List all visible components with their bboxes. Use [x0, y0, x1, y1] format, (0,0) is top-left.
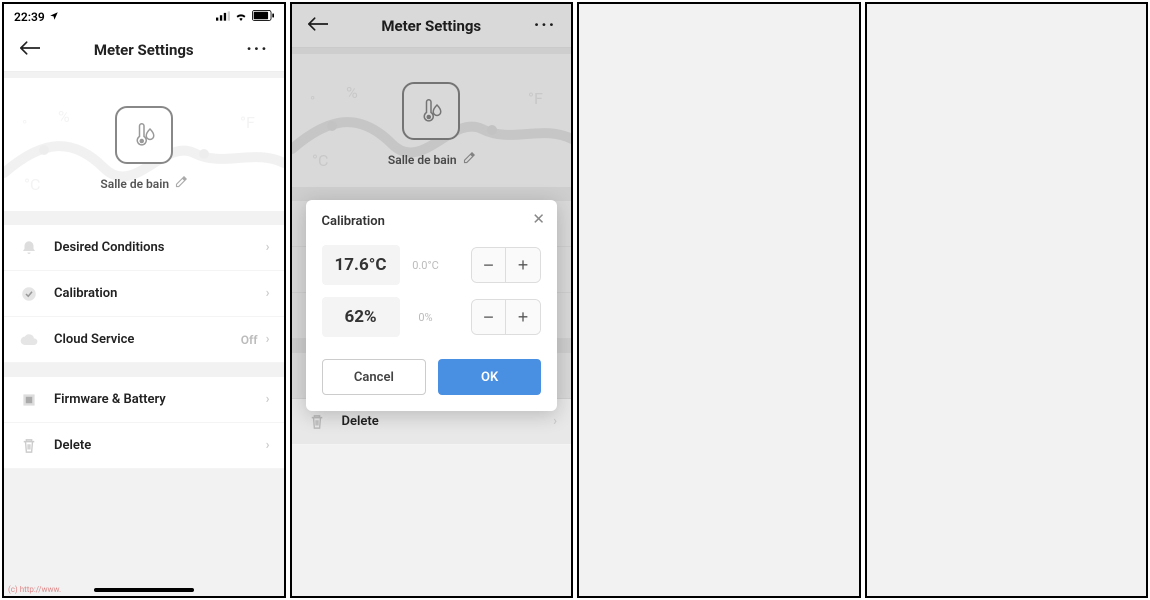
temp-increment[interactable]: +: [506, 248, 540, 282]
screen-2-calibration-modal: Meter Settings ··· ° % °F °C Salle de ba…: [290, 2, 574, 598]
signal-icon: [216, 10, 230, 24]
hum-offset: 0%: [410, 311, 442, 324]
hum-value: 62%: [322, 297, 400, 337]
chip-icon: [18, 389, 40, 411]
hum-decrement[interactable]: −: [472, 300, 506, 334]
close-icon[interactable]: ✕: [532, 210, 545, 228]
screen-1-settings: 22:39 Meter Settings ··· ° %: [2, 2, 286, 598]
more-button[interactable]: ···: [533, 15, 557, 36]
edit-name-icon[interactable]: [463, 152, 475, 167]
watermark: (c) http://www.: [8, 585, 61, 594]
svg-text:%: %: [346, 84, 358, 102]
device-card: ° % °F °C Salle de bain: [4, 78, 284, 211]
cloud-icon: [18, 329, 40, 351]
svg-text:°: °: [310, 94, 315, 110]
chevron-right-icon: ›: [266, 286, 270, 301]
temp-stepper: − +: [471, 247, 541, 283]
status-time: 22:39: [14, 10, 45, 24]
bell-icon: [18, 237, 40, 259]
menu-firmware-battery[interactable]: Firmware & Battery ›: [4, 377, 284, 423]
humidity-row: 62% 0% − +: [322, 297, 542, 337]
device-name: Salle de bain: [388, 153, 457, 167]
edit-name-icon[interactable]: [175, 176, 187, 191]
hum-increment[interactable]: +: [506, 300, 540, 334]
chevron-right-icon: ›: [553, 414, 557, 429]
cancel-button[interactable]: Cancel: [322, 359, 427, 395]
page-title: Meter Settings: [381, 17, 481, 35]
nav-bar: Meter Settings ···: [292, 4, 572, 48]
calibration-modal: ✕ Calibration 17.6°C 0.0°C − + 62% 0% − …: [306, 200, 558, 411]
wifi-icon: [234, 10, 248, 24]
chevron-right-icon: ›: [266, 392, 270, 407]
battery-icon: [252, 10, 274, 24]
trash-icon: [18, 435, 40, 457]
chevron-right-icon: ›: [266, 240, 270, 255]
hum-stepper: − +: [471, 299, 541, 335]
chevron-right-icon: ›: [266, 438, 270, 453]
page-title: Meter Settings: [94, 41, 194, 59]
check-circle-icon: [18, 283, 40, 305]
cloud-state: Off: [241, 333, 258, 347]
menu-calibration[interactable]: Calibration ›: [4, 271, 284, 317]
svg-text:°: °: [22, 118, 27, 134]
svg-text:°F: °F: [528, 89, 543, 108]
temperature-row: 17.6°C 0.0°C − +: [322, 245, 542, 285]
trash-icon: [306, 411, 328, 433]
nav-bar: Meter Settings ···: [4, 28, 284, 72]
menu-delete[interactable]: Delete ›: [4, 423, 284, 469]
svg-text:°F: °F: [240, 113, 255, 132]
screen-3-blank: [577, 2, 861, 598]
back-button[interactable]: [18, 39, 42, 60]
temp-offset: 0.0°C: [410, 259, 442, 272]
device-card: ° % °F °C Salle de bain: [292, 54, 572, 187]
chevron-right-icon: ›: [266, 332, 270, 347]
modal-title: Calibration: [322, 214, 542, 229]
device-icon: [402, 82, 460, 140]
svg-text:%: %: [58, 108, 70, 126]
ok-button[interactable]: OK: [438, 359, 541, 395]
home-indicator: [94, 588, 194, 592]
temp-decrement[interactable]: −: [472, 248, 506, 282]
back-button[interactable]: [306, 15, 330, 36]
location-icon: [49, 10, 59, 24]
status-bar: 22:39: [4, 4, 284, 28]
more-button[interactable]: ···: [246, 39, 270, 60]
temp-value: 17.6°C: [322, 245, 400, 285]
screen-4-blank: [865, 2, 1149, 598]
device-icon: [115, 106, 173, 164]
menu-desired-conditions[interactable]: Desired Conditions ›: [4, 225, 284, 271]
device-name: Salle de bain: [100, 177, 169, 191]
menu-cloud-service[interactable]: Cloud Service Off ›: [4, 317, 284, 363]
